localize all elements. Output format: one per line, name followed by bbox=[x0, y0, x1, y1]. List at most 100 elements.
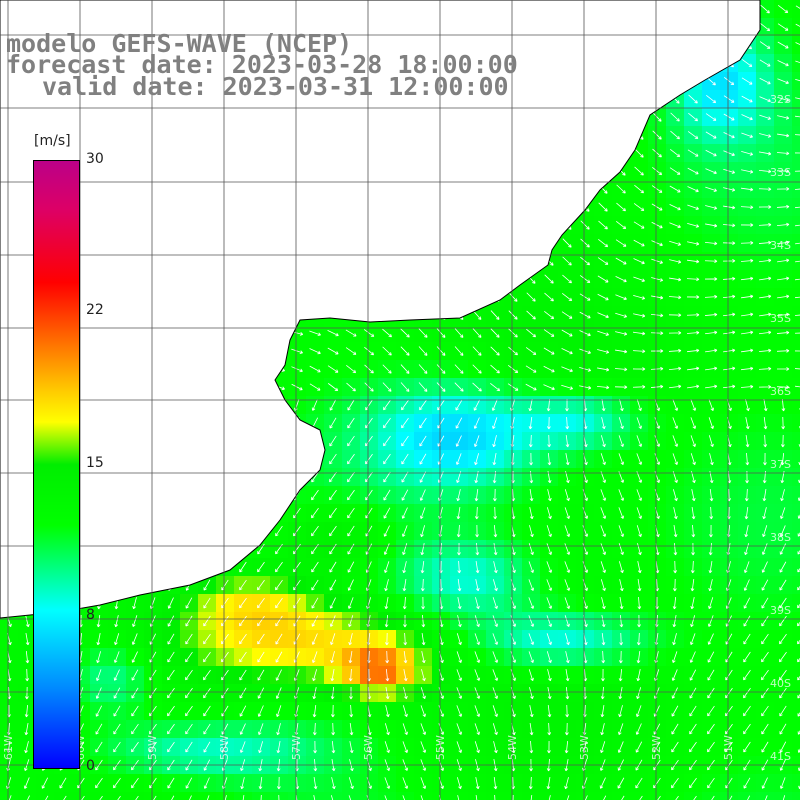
wind-arrow bbox=[615, 239, 627, 247]
wind-arrow bbox=[709, 488, 714, 502]
wind-arrow bbox=[582, 507, 589, 519]
wind-arrow bbox=[650, 349, 664, 353]
wind-arrow bbox=[347, 489, 355, 501]
wind-arrow bbox=[780, 434, 785, 448]
wind-arrow bbox=[632, 384, 646, 389]
wind-speed-cell bbox=[792, 522, 800, 541]
wind-arrow bbox=[457, 615, 462, 628]
wind-arrow bbox=[561, 366, 573, 373]
wind-arrow bbox=[616, 184, 626, 194]
wind-arrow bbox=[25, 633, 30, 646]
wind-arrow bbox=[418, 346, 428, 356]
wind-arrow bbox=[383, 435, 391, 447]
wind-arrow bbox=[582, 525, 589, 537]
wind-arrow bbox=[525, 347, 537, 355]
wind-arrow bbox=[637, 614, 641, 628]
wind-arrow bbox=[528, 543, 534, 556]
wind-arrow bbox=[723, 150, 735, 157]
wind-arrow bbox=[704, 241, 718, 246]
wind-arrow bbox=[419, 453, 427, 465]
wind-arrow bbox=[794, 134, 800, 136]
wind-arrow bbox=[547, 434, 552, 448]
wind-arrow bbox=[526, 310, 536, 320]
wind-arrow bbox=[475, 524, 479, 538]
wind-speed-cell bbox=[612, 792, 631, 800]
wind-arrow bbox=[781, 398, 786, 412]
wind-arrow bbox=[795, 115, 800, 118]
wind-arrow bbox=[311, 507, 319, 519]
wind-arrow bbox=[688, 112, 699, 122]
wind-arrow bbox=[741, 132, 753, 139]
wind-arrow bbox=[650, 331, 664, 336]
wind-arrow bbox=[579, 385, 592, 390]
wind-arrow bbox=[776, 187, 790, 191]
wind-arrow bbox=[797, 549, 800, 555]
wind-arrow bbox=[401, 399, 409, 411]
wind-arrow bbox=[346, 364, 357, 374]
wind-arrow bbox=[327, 347, 339, 355]
wind-arrow bbox=[687, 149, 699, 157]
wind-arrow bbox=[382, 382, 392, 392]
wind-arrow bbox=[776, 222, 790, 227]
wind-arrow bbox=[758, 385, 772, 389]
wind-arrow bbox=[493, 524, 498, 538]
wind-arrow bbox=[687, 204, 699, 211]
wind-speed-cell bbox=[180, 792, 199, 800]
wind-arrow bbox=[400, 364, 410, 374]
wind-arrow bbox=[686, 312, 700, 317]
wind-arrow bbox=[203, 597, 211, 609]
wind-arrow bbox=[457, 542, 461, 556]
wind-arrow bbox=[744, 525, 749, 538]
wind-speed-cell bbox=[576, 792, 595, 800]
wind-arrow bbox=[561, 293, 573, 302]
longitude-label: 59W bbox=[146, 735, 159, 760]
wind-arrow bbox=[722, 276, 736, 281]
wind-speed-cell bbox=[522, 792, 541, 800]
wind-speed-cell bbox=[792, 54, 800, 73]
wind-arrow bbox=[600, 525, 607, 537]
wind-arrow bbox=[761, 561, 768, 573]
wind-arrow bbox=[636, 453, 643, 465]
wind-arrow bbox=[654, 453, 661, 465]
wind-arrow bbox=[763, 416, 768, 430]
wind-arrow bbox=[403, 614, 407, 628]
wind-speed-cell bbox=[90, 792, 109, 800]
wind-arrow bbox=[652, 148, 662, 158]
wind-arrow bbox=[402, 596, 407, 610]
wind-arrow bbox=[547, 416, 551, 430]
wind-arrow bbox=[239, 597, 247, 609]
wind-arrow bbox=[758, 187, 772, 192]
wind-arrow bbox=[529, 489, 534, 502]
wind-arrow bbox=[705, 223, 718, 228]
wind-arrow bbox=[601, 417, 606, 430]
longitude-label: 55W bbox=[434, 735, 447, 760]
wind-arrow bbox=[508, 310, 518, 320]
wind-arrow bbox=[690, 560, 695, 574]
wind-arrow bbox=[687, 186, 699, 193]
wind-arrow bbox=[345, 329, 357, 337]
wind-speed-cell bbox=[378, 792, 397, 800]
wind-arrow bbox=[600, 579, 606, 592]
wind-arrow bbox=[329, 489, 337, 501]
wind-arrow bbox=[528, 579, 535, 591]
wind-arrow bbox=[329, 435, 337, 447]
wind-arrow bbox=[329, 471, 337, 483]
wind-arrow bbox=[759, 151, 772, 156]
longitude-label: 57W bbox=[290, 735, 303, 760]
wind-arrow bbox=[686, 330, 700, 335]
latitude-label: 40S bbox=[770, 677, 791, 690]
wind-speed-cell bbox=[270, 792, 289, 800]
wind-arrow bbox=[795, 78, 800, 82]
wind-arrow bbox=[490, 310, 500, 320]
wind-arrow bbox=[672, 435, 679, 447]
wind-arrow bbox=[704, 259, 718, 264]
wind-arrow bbox=[758, 330, 772, 335]
wind-arrow bbox=[763, 434, 768, 448]
wind-arrow bbox=[311, 615, 319, 627]
wind-speed-cell bbox=[792, 234, 800, 253]
wind-arrow bbox=[636, 435, 643, 447]
wind-arrow bbox=[690, 615, 696, 628]
wind-arrow bbox=[311, 597, 319, 609]
wind-arrow bbox=[131, 633, 138, 645]
wind-arrow bbox=[776, 348, 790, 353]
